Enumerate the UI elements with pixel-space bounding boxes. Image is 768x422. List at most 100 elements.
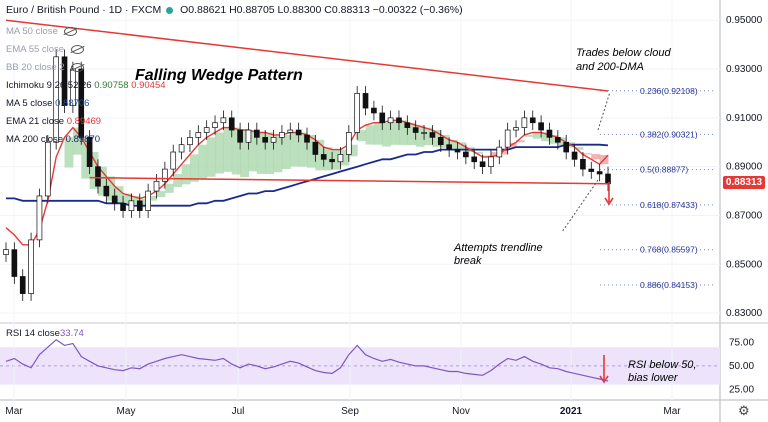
candle-body: [429, 132, 436, 138]
dashed-arrow: [561, 179, 599, 233]
fib-level-label: 0.5(0.88877): [640, 165, 688, 175]
down-arrow-icon: [599, 355, 609, 384]
hidden-eye-icon[interactable]: [71, 62, 85, 72]
fib-level-label: 0.886(0.84153): [640, 280, 698, 290]
rsi-title: RSI 14 close: [6, 328, 60, 339]
trendline[interactable]: [89, 176, 609, 185]
legend-item[interactable]: EMA 55 close: [6, 44, 84, 55]
candle-body: [488, 156, 494, 168]
legend-item[interactable]: MA 5 close 0.88706: [6, 98, 89, 109]
x-tick-label: Sep: [341, 406, 359, 417]
legend-label: EMA 21 close: [6, 116, 67, 127]
x-tick-label: May: [117, 406, 136, 417]
ichimoku-cloud-segment: [490, 152, 500, 157]
legend-label: BB 20 close 2: [6, 62, 68, 73]
chart-header: Euro / British Pound · 1D · FXCM O0.8862…: [6, 4, 463, 16]
ichimoku-cloud-segment: [156, 191, 166, 198]
candle-body: [103, 185, 110, 197]
market-status-icon: [166, 6, 174, 14]
rsi-tick-label: 75.00: [729, 338, 754, 349]
candle-body: [178, 144, 185, 153]
ichimoku-cloud-segment: [164, 183, 174, 193]
y-tick-label: 0.95000: [726, 15, 763, 26]
candle-body: [44, 141, 51, 197]
candle-body: [571, 151, 578, 160]
ichimoku-cloud-segment: [215, 132, 224, 174]
ichimoku-cloud-segment: [440, 134, 450, 148]
candle-body: [195, 132, 202, 138]
ichimoku-cloud-segment: [340, 149, 350, 166]
legend-item[interactable]: MA 200 close 0.89870: [6, 134, 100, 145]
candle-body: [262, 137, 269, 143]
candle-body: [203, 127, 210, 133]
candle-body: [153, 180, 160, 192]
candle-body: [362, 93, 369, 109]
rsi-line: [5, 338, 609, 382]
candle-body: [446, 144, 452, 150]
x-tick-label: Nov: [452, 406, 470, 417]
ichimoku-cloud-segment: [357, 130, 367, 142]
ichimoku-cloud-segment: [256, 132, 266, 174]
ichimoku-cloud-segment: [332, 149, 341, 170]
candle-body: [396, 117, 402, 124]
candle-body: [3, 249, 9, 255]
candle-body: [287, 129, 294, 133]
candle-body: [387, 117, 394, 124]
ichimoku-cloud-segment: [181, 164, 191, 185]
candle-body: [111, 195, 118, 204]
legend-item[interactable]: EMA 21 close 0.89469: [6, 116, 101, 127]
legend-value: 0.89870: [65, 134, 101, 145]
candle-body: [270, 137, 277, 143]
ichimoku-cloud-segment: [557, 137, 567, 146]
ichimoku-cloud-segment: [474, 152, 484, 154]
ichimoku-cloud-segment: [532, 132, 542, 139]
hidden-eye-icon[interactable]: [64, 26, 78, 36]
rsi-tick-label: 25.00: [729, 384, 754, 395]
candle-body: [596, 171, 603, 175]
candle-body: [529, 117, 536, 124]
candle-body: [312, 141, 319, 155]
legend-item[interactable]: MA 50 close: [6, 26, 78, 37]
candle-body: [437, 137, 444, 146]
y-tick-label: 0.91000: [726, 113, 763, 124]
candle-body: [345, 132, 352, 155]
legend-value: 0.88706: [55, 98, 90, 109]
symbol-title[interactable]: Euro / British Pound · 1D · FXCM: [6, 4, 162, 16]
down-arrow-icon: [604, 182, 614, 206]
ichimoku-cloud-segment: [81, 137, 91, 179]
x-tick-label: 2021: [560, 406, 583, 417]
hidden-eye-icon[interactable]: [70, 44, 84, 54]
legend-label: Ichimoku 9 26 52 26: [6, 80, 95, 91]
legend-value: 0.90758: [94, 80, 132, 91]
ichimoku-cloud-segment: [382, 122, 392, 147]
candle-body: [136, 200, 143, 211]
legend-item[interactable]: BB 20 close 2: [6, 62, 85, 73]
legend-label: MA 50 close: [6, 26, 61, 37]
candle-body: [412, 127, 419, 133]
ichimoku-cloud-segment: [398, 120, 408, 145]
ichimoku-cloud-segment: [424, 127, 433, 146]
legend-label: MA 200 close: [6, 134, 66, 145]
ichimoku-cloud-segment: [273, 134, 283, 173]
candle-body: [546, 129, 553, 138]
candle-body: [254, 129, 260, 138]
dashed-arrow: [597, 91, 611, 131]
trendline[interactable]: [5, 19, 609, 92]
ichimoku-cloud-segment: [114, 186, 124, 204]
candle-body: [228, 117, 235, 131]
candle-body: [563, 141, 570, 153]
y-tick-label: 0.87000: [726, 210, 763, 221]
candle-body: [379, 112, 386, 124]
ichimoku-cloud-segment: [231, 127, 241, 175]
candle-body: [479, 161, 486, 168]
ichimoku-cloud-segment: [516, 140, 525, 143]
x-tick-label: Mar: [5, 406, 23, 417]
gear-icon[interactable]: ⚙: [738, 403, 750, 418]
legend-item[interactable]: Ichimoku 9 26 52 26 0.90758 0.90454: [6, 80, 166, 91]
ichimoku-cloud-segment: [407, 122, 417, 146]
ichimoku-cloud-segment: [72, 127, 82, 155]
rsi-note: RSI below 50,: [628, 359, 696, 371]
candle-body: [212, 122, 218, 128]
ichimoku-cloud-segment: [549, 134, 559, 144]
